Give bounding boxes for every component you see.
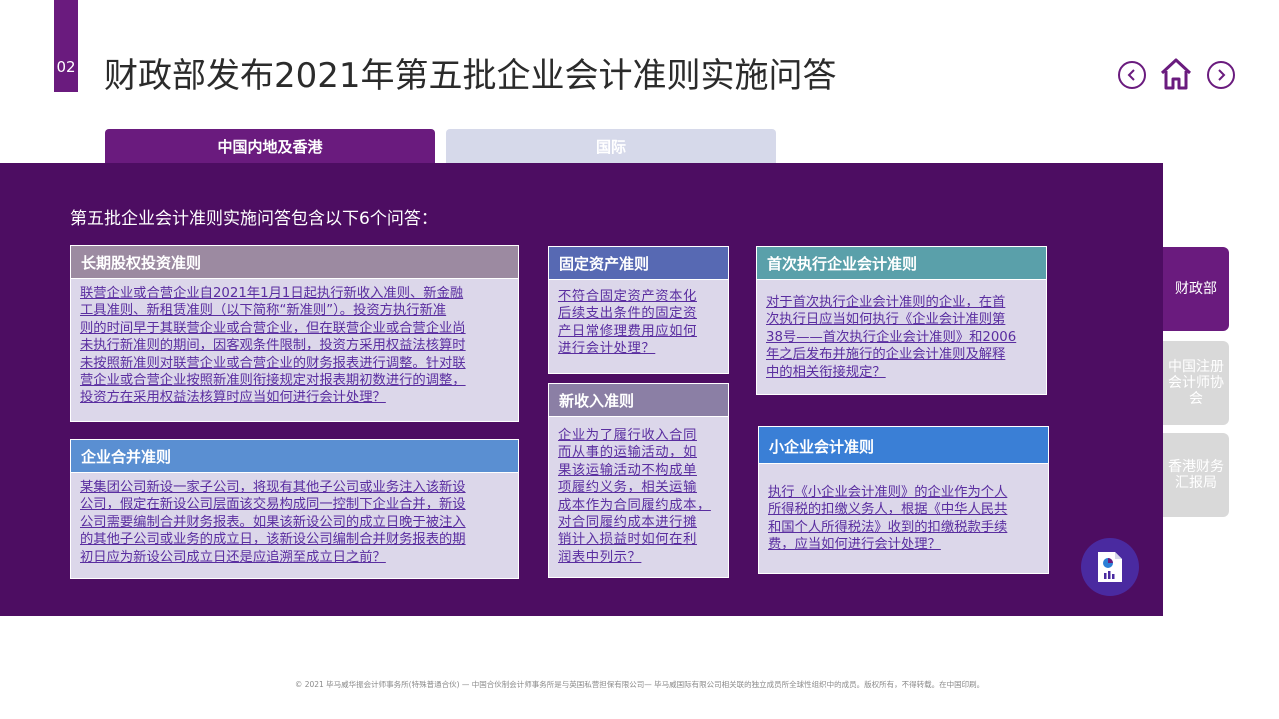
tab-international[interactable]: 国际 <box>446 129 776 163</box>
question-line[interactable]: 对合同履约成本进行摊 <box>558 515 697 531</box>
next-page-button[interactable] <box>1207 61 1235 89</box>
side-tab-cicpa[interactable]: 中国注册会计师协会 <box>1163 341 1229 425</box>
card-title: 首次执行企业会计准则 <box>756 246 1047 280</box>
question-line[interactable]: 投资方在采用权益法核算时应当如何进行会计处理？ <box>80 390 386 406</box>
question-line[interactable]: 所得税的扣缴义务人，根据《中华人民共 <box>768 502 1008 518</box>
question-line[interactable]: 未执行新准则的期间，因客观条件限制，投资方采用权益法核算时 <box>80 338 466 354</box>
card-title: 长期股权投资准则 <box>70 245 519 279</box>
card-small-enterprise: 小企业会计准则 执行《小企业会计准则》的企业作为个人 所得税的扣缴义务人，根据《… <box>758 426 1049 574</box>
question-line[interactable]: 润表中列示？ <box>558 549 642 565</box>
question-line[interactable]: 产日常修理费用应如何 <box>558 323 697 339</box>
question-line[interactable]: 和国个人所得税法》收到的扣缴税款手续 <box>768 519 1008 535</box>
card-link-small-enterprise[interactable]: 执行《小企业会计准则》的企业作为个人 所得税的扣缴义务人，根据《中华人民共 和国… <box>758 464 1049 574</box>
card-title: 新收入准则 <box>548 383 729 417</box>
question-line[interactable]: 的其他子公司或业务的成立日，该新设公司编制合并财务报表的期 <box>80 532 466 548</box>
card-revenue: 新收入准则 企业为了履行收入合同 而从事的运输活动，如 果该运输活动不构成单 项… <box>548 383 729 578</box>
question-line[interactable]: 公司需要编制合并财务报表。如果该新设公司的成立日晚于被注入 <box>80 514 466 530</box>
card-link-business-combination[interactable]: 某集团公司新设一家子公司，将现有其他子公司或业务注入该新设 公司，假定在新设公司… <box>70 473 519 579</box>
question-line[interactable]: 不符合固定资产资本化 <box>558 289 697 304</box>
question-line[interactable]: 未按照新准则对联营企业或合营企业的财务报表进行调整。针对联 <box>80 355 466 371</box>
question-line[interactable]: 某集团公司新设一家子公司，将现有其他子公司或业务注入该新设 <box>80 480 466 495</box>
question-line[interactable]: 销计入损益时如何在利 <box>558 532 697 548</box>
card-title: 企业合并准则 <box>70 439 519 473</box>
question-line[interactable]: 38号——首次执行企业会计准则》和2006 <box>766 329 1017 345</box>
card-link-revenue[interactable]: 企业为了履行收入合同 而从事的运输活动，如 果该运输活动不构成单 项履约义务，相… <box>548 417 729 578</box>
card-link-long-term-equity[interactable]: 联营企业或合营企业自2021年1月1日起执行新收入准则、新金融 工具准则、新租赁… <box>70 279 519 422</box>
card-title: 小企业会计准则 <box>758 426 1049 464</box>
card-link-fixed-assets[interactable]: 不符合固定资产资本化 后续支出条件的固定资 产日常修理费用应如何 进行会计处理？ <box>548 280 729 374</box>
question-line[interactable]: 执行《小企业会计准则》的企业作为个人 <box>768 485 1008 500</box>
question-line[interactable]: 企业为了履行收入合同 <box>558 428 697 443</box>
question-line[interactable]: 工具准则、新租赁准则（以下简称“新准则”）。投资方执行新准 <box>80 303 447 319</box>
report-badge-button[interactable] <box>1081 538 1139 596</box>
question-line[interactable]: 营企业或合营企业按照新准则衔接规定对报表期初数进行的调整， <box>80 373 466 389</box>
question-line[interactable]: 初日应为新设公司成立日还是应追溯至成立日之前？ <box>80 549 386 565</box>
question-line[interactable]: 则的时间早于其联营企业或合营企业，但在联营企业或合营企业尚 <box>80 320 466 336</box>
prev-page-button[interactable] <box>1118 61 1146 89</box>
question-line[interactable]: 果该运输活动不构成单 <box>558 462 697 478</box>
question-line[interactable]: 后续支出条件的固定资 <box>558 306 697 322</box>
section-accent-bar <box>54 0 78 92</box>
card-title: 固定资产准则 <box>548 246 729 280</box>
question-line[interactable]: 年之后发布并施行的企业会计准则及解释 <box>766 347 1006 363</box>
side-tab-mof[interactable]: 财政部 <box>1163 247 1229 331</box>
tab-mainland-hk[interactable]: 中国内地及香港 <box>105 129 435 163</box>
chevron-right-icon <box>1218 69 1226 81</box>
question-line[interactable]: 而从事的运输活动，如 <box>558 445 697 461</box>
card-first-time-adoption: 首次执行企业会计准则 对于首次执行企业会计准则的企业，在首 次执行日应当如何执行… <box>756 246 1047 395</box>
card-link-first-time-adoption[interactable]: 对于首次执行企业会计准则的企业，在首 次执行日应当如何执行《企业会计准则第 38… <box>756 280 1047 395</box>
footer-copyright: © 2021 毕马威华振会计师事务所(特殊普通合伙) — 中国合伙制会计师事务所… <box>294 680 985 689</box>
question-line[interactable]: 成本作为合同履约成本， <box>558 497 711 513</box>
report-chart-icon <box>1098 552 1122 582</box>
home-button[interactable] <box>1158 56 1194 92</box>
question-line[interactable]: 公司，假定在新设公司层面该交易构成同一控制下企业合并，新设 <box>80 497 466 513</box>
question-line[interactable]: 费，应当如何进行会计处理？ <box>768 537 941 553</box>
question-line[interactable]: 联营企业或合营企业自2021年1月1日起执行新收入准则、新金融 <box>80 286 464 301</box>
card-business-combination: 企业合并准则 某集团公司新设一家子公司，将现有其他子公司或业务注入该新设 公司，… <box>70 439 519 579</box>
question-line[interactable]: 进行会计处理？ <box>558 341 656 357</box>
question-line[interactable]: 对于首次执行企业会计准则的企业，在首 <box>766 295 1006 310</box>
home-icon <box>1160 58 1192 90</box>
page-title: 财政部发布2021年第五批企业会计准则实施问答 <box>104 56 837 96</box>
intro-text: 第五批企业会计准则实施问答包含以下6个问答： <box>70 209 438 229</box>
section-number: 02 <box>56 58 76 76</box>
question-line[interactable]: 次执行日应当如何执行《企业会计准则第 <box>766 312 1006 328</box>
question-line[interactable]: 项履约义务，相关运输 <box>558 480 697 496</box>
card-fixed-assets: 固定资产准则 不符合固定资产资本化 后续支出条件的固定资 产日常修理费用应如何 … <box>548 246 729 374</box>
side-tab-hk-frc[interactable]: 香港财务汇报局 <box>1163 433 1229 517</box>
card-long-term-equity: 长期股权投资准则 联营企业或合营企业自2021年1月1日起执行新收入准则、新金融… <box>70 245 519 422</box>
chevron-left-icon <box>1127 69 1135 81</box>
question-line[interactable]: 中的相关衔接规定？ <box>766 364 886 380</box>
